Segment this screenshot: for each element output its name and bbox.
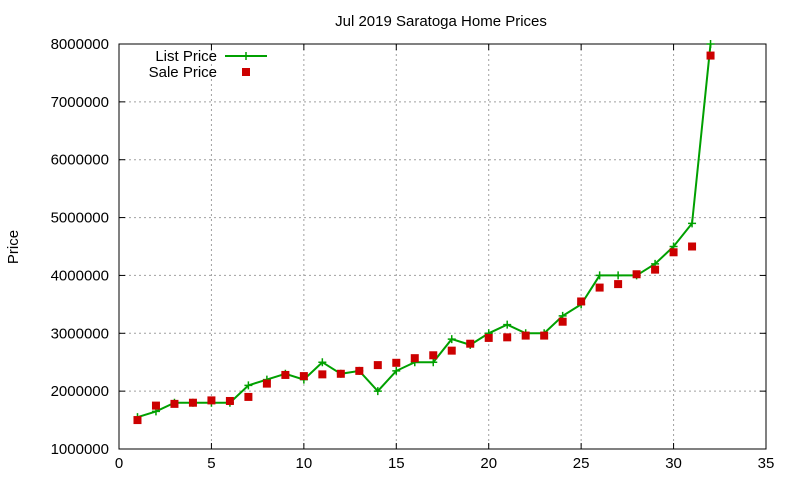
sale-price-point	[225, 396, 234, 405]
sale-price-point	[503, 333, 512, 342]
sale-price-point	[410, 354, 419, 363]
list-price-point	[706, 40, 715, 48]
list-price-point	[318, 358, 327, 367]
chart-title: Jul 2019 Saratoga Home Prices	[335, 13, 547, 30]
y-tick-label: 3000000	[51, 325, 109, 342]
y-tick-label: 2000000	[51, 383, 109, 400]
sale-price-point	[244, 392, 253, 401]
sale-price-point	[299, 372, 308, 381]
sale-price-point	[133, 416, 142, 425]
sale-price-point	[669, 248, 678, 257]
sale-price-point	[632, 270, 641, 279]
x-tick-label: 0	[115, 455, 123, 472]
sale-price-point	[429, 351, 438, 360]
x-tick-label: 25	[573, 455, 590, 472]
sale-price-point	[151, 401, 160, 410]
legend-label-list-price: List Price	[155, 48, 217, 65]
x-tick-label: 10	[296, 455, 313, 472]
sale-price-point	[521, 331, 530, 340]
sale-price-point	[595, 283, 604, 292]
sale-price-point	[207, 396, 216, 405]
sale-price-point	[373, 361, 382, 370]
y-tick-label: 8000000	[51, 36, 109, 53]
sale-price-point	[651, 265, 660, 274]
sale-price-point	[614, 280, 623, 289]
legend-marker-list-price	[242, 52, 250, 60]
y-tick-label: 1000000	[51, 441, 109, 458]
legend-label-sale-price: Sale Price	[149, 64, 217, 81]
x-tick-label: 30	[665, 455, 682, 472]
y-axis-label: Price	[5, 230, 22, 264]
list-price-point	[503, 320, 512, 329]
legend-marker-sale-price	[242, 68, 250, 76]
list-price-point	[244, 381, 253, 390]
sale-price-point	[262, 379, 271, 388]
sale-price-point	[540, 331, 549, 340]
list-price-point	[688, 219, 697, 228]
sale-price-point	[392, 358, 401, 367]
sale-price-point	[281, 370, 290, 379]
x-tick-label: 20	[480, 455, 497, 472]
sale-price-point	[688, 242, 697, 251]
sale-price-point	[558, 317, 567, 326]
grid-lines	[119, 44, 766, 449]
sale-price-point	[447, 346, 456, 355]
x-tick-label: 5	[207, 455, 215, 472]
sale-price-point	[577, 297, 586, 306]
sale-price-point	[706, 51, 715, 60]
plot-frame	[118, 43, 767, 450]
list-price-line	[137, 43, 712, 419]
list-price-point	[447, 335, 456, 344]
sale-price-point	[355, 366, 364, 375]
sale-price-point	[170, 399, 179, 408]
series-layer	[133, 40, 715, 425]
sale-price-point	[466, 339, 475, 348]
sale-price-point	[318, 370, 327, 379]
sale-price-point	[188, 398, 197, 407]
x-tick-label: 15	[388, 455, 405, 472]
y-tick-label: 4000000	[51, 267, 109, 284]
axis-ticks: 0 5 10 15 20 25 30 35 1000000 2000000 3000000 40000…	[51, 36, 775, 472]
y-tick-label: 6000000	[51, 152, 109, 169]
list-price-point	[614, 271, 623, 280]
list-price-point	[595, 271, 604, 280]
y-tick-label: 7000000	[51, 94, 109, 111]
y-tick-label: 5000000	[51, 210, 109, 227]
list-price-point	[373, 387, 382, 396]
list-price-point	[392, 366, 401, 375]
sale-price-point	[336, 369, 345, 378]
x-tick-label: 35	[758, 455, 775, 472]
list-price-point	[429, 358, 438, 367]
sale-price-point	[484, 333, 493, 342]
